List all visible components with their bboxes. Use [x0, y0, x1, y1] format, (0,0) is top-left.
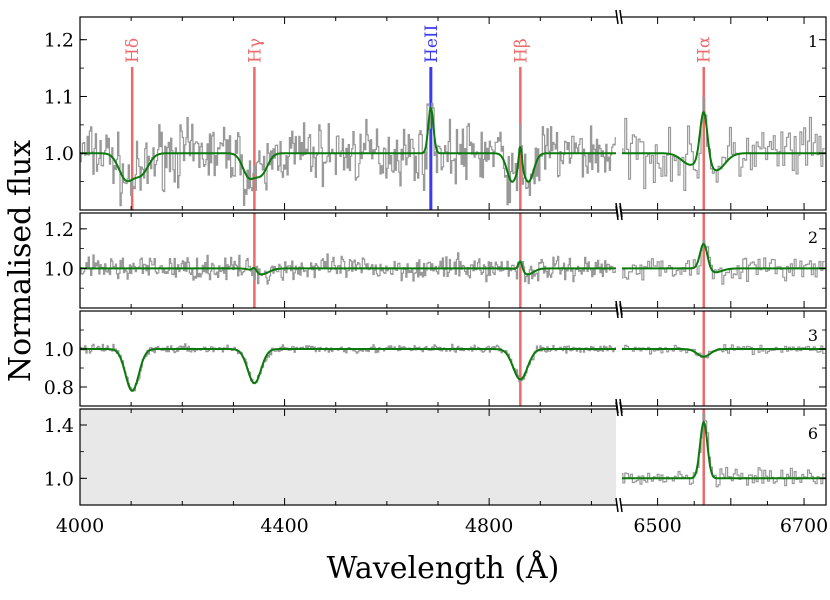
model-spectrum-right [621, 348, 826, 358]
panel-3: 0.8 1.0 3 [44, 303, 827, 414]
left-axes-frame [79, 310, 618, 407]
y-tick-label: 1.4 [44, 415, 74, 437]
model-spectrum-right [621, 110, 826, 172]
x-axis: 4000 4400 4800 6500 6700 [56, 515, 828, 537]
x-axis-title: Wavelength (Å) [327, 550, 560, 586]
axis-break-mark [615, 205, 619, 221]
y-tick-label: 1.0 [44, 143, 74, 165]
y-tick-label: 1.0 [44, 339, 74, 361]
y-tick-label: 0.8 [44, 377, 74, 399]
observed-spectrum-right [621, 344, 825, 359]
axis-break-mark [615, 497, 619, 513]
right-axes-frame [620, 408, 827, 506]
observed-spectrum-right [621, 240, 825, 285]
panel-id-label: 6 [808, 424, 818, 443]
x-tick-label: 4000 [56, 515, 104, 537]
observed-spectrum-left [80, 102, 617, 207]
model-spectrum-left [80, 260, 617, 276]
axis-break-mark [619, 205, 623, 221]
x-tick-label: 4400 [260, 515, 308, 537]
y-axis-title: Normalised flux [3, 140, 38, 382]
panel-6: 1.0 1.4 6 [44, 401, 827, 513]
axis-break-mark [615, 9, 619, 25]
right-axes-frame [620, 16, 827, 211]
panel-id-label: 1 [808, 32, 818, 51]
panel-id-label: 3 [808, 326, 818, 345]
axis-break-mark [615, 303, 619, 319]
line-label-Hγ: Hγ [245, 38, 265, 63]
line-label-heii: HeII [422, 25, 442, 63]
panels-layer: 1.0 1.1 1.2 1 1.0 1.2 2 0.8 1.0 3 1.0 1.4 6 Hδ Hγ HeII H… [44, 9, 827, 513]
observed-spectrum-right [621, 97, 825, 191]
y-tick-label: 1.2 [44, 30, 74, 52]
line-label-Hα: Hα [695, 36, 715, 63]
model-spectrum-left [80, 348, 617, 392]
left-axes-frame [79, 16, 618, 211]
y-tick-label: 1.0 [44, 468, 74, 490]
y-tick-label: 1.1 [44, 86, 74, 108]
x-tick-label: 4800 [465, 515, 513, 537]
panel-1: 1.0 1.1 1.2 1 [44, 9, 827, 218]
axis-break-mark [615, 401, 619, 417]
model-spectrum-left [80, 106, 617, 183]
axis-break-mark [619, 497, 623, 513]
axis-break-mark [619, 9, 623, 25]
observed-spectrum-right [621, 413, 825, 488]
no-data-region [80, 409, 617, 505]
panel-2: 1.0 1.2 2 [44, 205, 827, 316]
axis-break-mark [619, 401, 623, 417]
x-tick-label: 6500 [633, 515, 681, 537]
y-tick-label: 1.0 [44, 258, 74, 280]
model-spectrum-right [621, 420, 826, 480]
panel-id-label: 2 [808, 228, 818, 247]
axis-break-mark [619, 303, 623, 319]
line-label-Hβ: Hβ [511, 38, 531, 63]
line-label-Hδ: Hδ [123, 38, 143, 63]
x-tick-label: 6700 [780, 515, 828, 537]
model-spectrum-right [621, 242, 826, 274]
y-tick-label: 1.2 [44, 219, 74, 241]
left-axes-frame [79, 212, 618, 309]
right-axes-frame [620, 310, 827, 407]
observed-spectrum-left [80, 252, 617, 285]
